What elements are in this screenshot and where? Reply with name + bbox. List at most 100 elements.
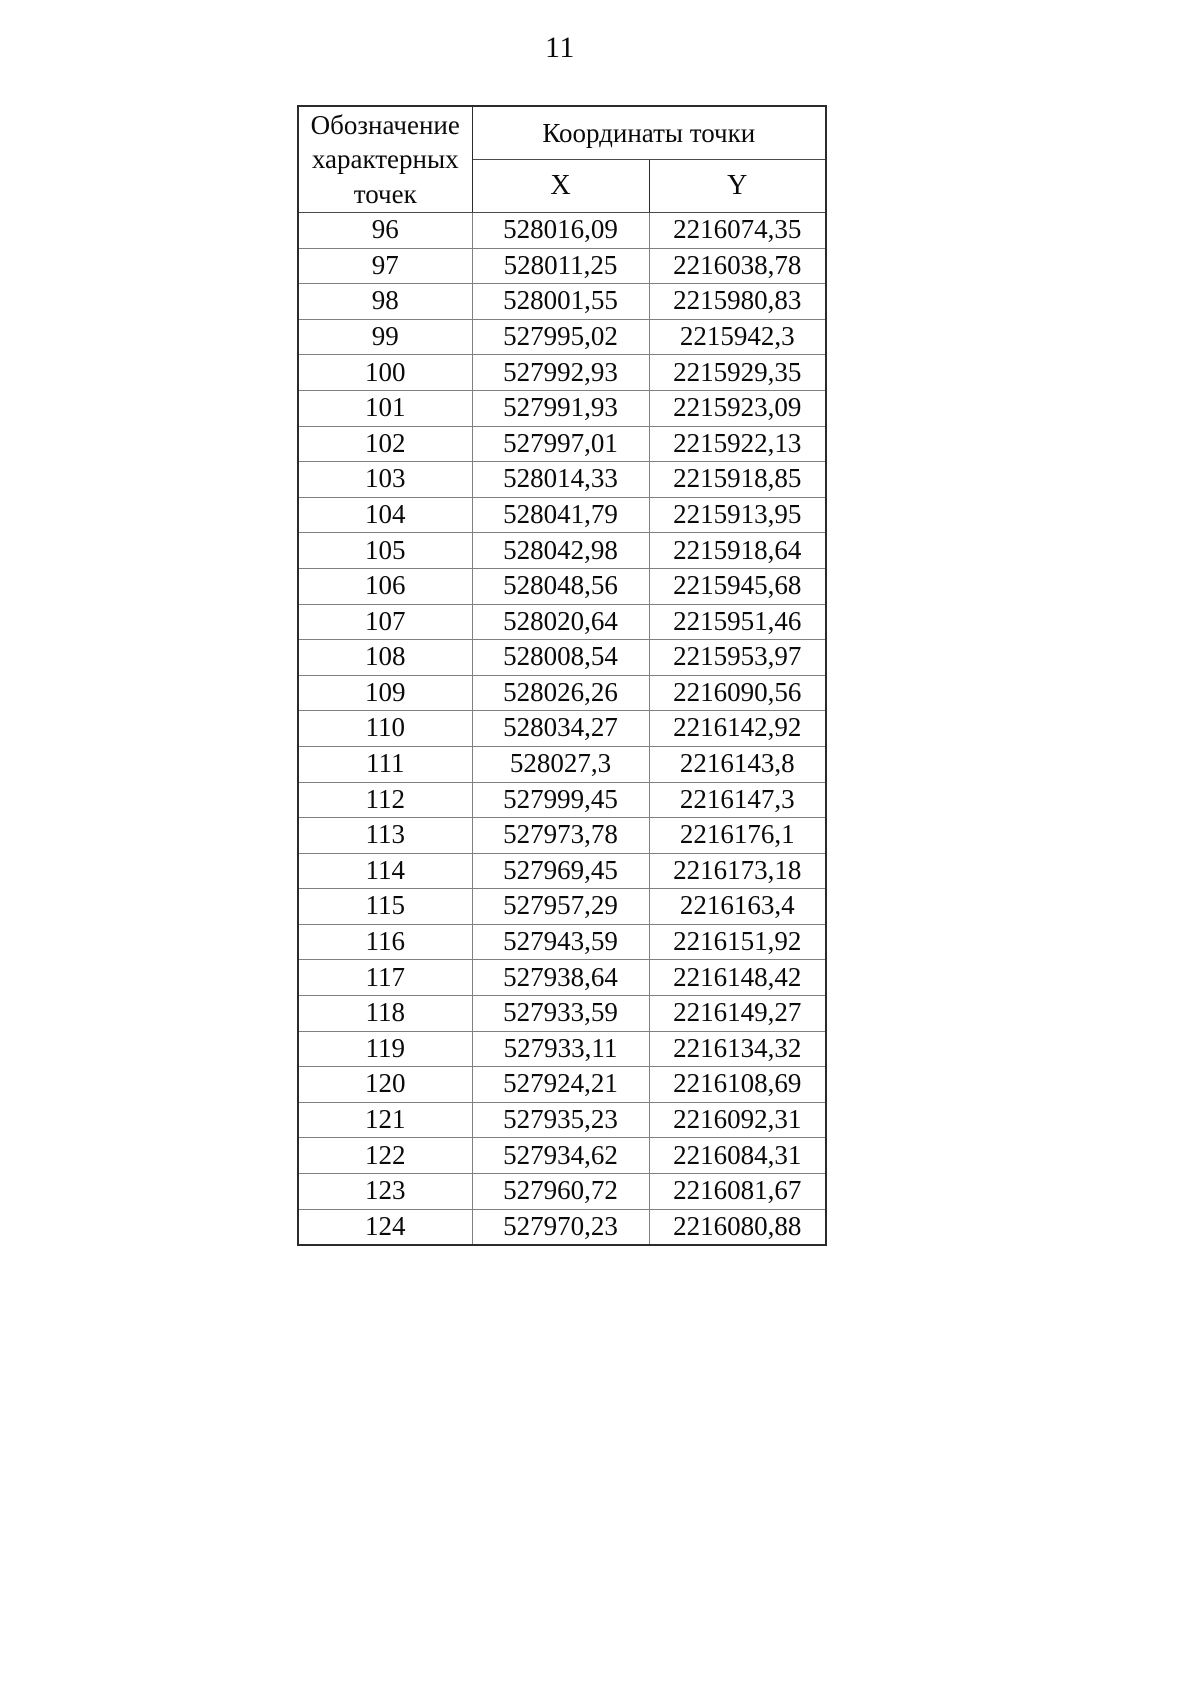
- cell-coordinate-y: 2216081,67: [648, 1173, 827, 1210]
- cell-point-designation: 122: [297, 1137, 473, 1175]
- table-row: 107 528020,64 2215951,46: [297, 603, 827, 641]
- table-row: 112 527999,45 2216147,3: [297, 781, 827, 819]
- cell-coordinate-y: 2215922,13: [648, 425, 827, 463]
- cell-point-designation: 107: [297, 603, 473, 641]
- column-header-point-designation-line2: характерных: [311, 144, 459, 175]
- cell-point-designation: 110: [297, 710, 473, 747]
- cell-point-designation: 105: [297, 532, 473, 569]
- table-row: 118 527933,59 2216149,27: [297, 995, 827, 1032]
- cell-point-designation: 120: [297, 1066, 473, 1103]
- cell-coordinate-x: 527924,21: [471, 1066, 650, 1103]
- cell-coordinate-y: 2215942,3: [648, 318, 827, 356]
- cell-coordinate-y: 2216173,18: [648, 852, 827, 890]
- cell-coordinate-x: 528034,27: [471, 710, 650, 747]
- table-row: 116 527943,59 2216151,92: [297, 923, 827, 961]
- cell-coordinate-y: 2216084,31: [648, 1137, 827, 1175]
- table-row: 115 527957,29 2216163,4: [297, 888, 827, 925]
- cell-coordinate-y: 2215951,46: [648, 603, 827, 641]
- cell-coordinate-x: 527935,23: [471, 1101, 650, 1139]
- cell-coordinate-x: 527960,72: [471, 1173, 650, 1210]
- cell-coordinate-x: 527933,11: [471, 1030, 650, 1068]
- cell-coordinate-x: 528042,98: [471, 532, 650, 569]
- table-row: 109 528026,26 2216090,56: [297, 674, 827, 712]
- table-row: 98 528001,55 2215980,83: [297, 283, 827, 320]
- table-row: 111 528027,3 2216143,8: [297, 745, 827, 783]
- table-row: 101 527991,93 2215923,09: [297, 389, 827, 427]
- cell-point-designation: 113: [297, 817, 473, 854]
- cell-coordinate-y: 2215953,97: [648, 639, 827, 676]
- cell-coordinate-x: 527934,62: [471, 1137, 650, 1175]
- cell-point-designation: 108: [297, 639, 473, 676]
- table-row: 123 527960,72 2216081,67: [297, 1173, 827, 1210]
- cell-coordinate-y: 2216148,42: [648, 959, 827, 997]
- column-header-point-designation: Обозначение характерных точек: [297, 105, 473, 213]
- column-header-x: X: [471, 159, 650, 213]
- table-row: 103 528014,33 2215918,85: [297, 461, 827, 498]
- cell-coordinate-y: 2215918,85: [648, 461, 827, 498]
- cell-coordinate-x: 527933,59: [471, 995, 650, 1032]
- cell-coordinate-x: 528027,3: [471, 745, 650, 783]
- cell-coordinate-x: 527973,78: [471, 817, 650, 854]
- cell-coordinate-y: 2216147,3: [648, 781, 827, 819]
- cell-point-designation: 112: [297, 781, 473, 819]
- cell-coordinate-y: 2215923,09: [648, 389, 827, 427]
- cell-coordinate-x: 527992,93: [471, 354, 650, 391]
- cell-point-designation: 116: [297, 923, 473, 961]
- cell-coordinate-x: 528001,55: [471, 283, 650, 320]
- cell-coordinate-y: 2216134,32: [648, 1030, 827, 1068]
- page-number: 11: [545, 31, 575, 64]
- cell-point-designation: 99: [297, 318, 473, 356]
- cell-point-designation: 123: [297, 1173, 473, 1210]
- cell-coordinate-y: 2216163,4: [648, 888, 827, 925]
- table-row: 119 527933,11 2216134,32: [297, 1030, 827, 1068]
- cell-point-designation: 109: [297, 674, 473, 712]
- cell-point-designation: 111: [297, 745, 473, 783]
- cell-coordinate-x: 527969,45: [471, 852, 650, 890]
- cell-coordinate-y: 2215945,68: [648, 567, 827, 605]
- table-row: 110 528034,27 2216142,92: [297, 710, 827, 747]
- cell-point-designation: 101: [297, 389, 473, 427]
- cell-coordinate-y: 2215913,95: [648, 496, 827, 534]
- table-header: Обозначение характерных точек Координаты…: [297, 105, 827, 213]
- cell-coordinate-x: 527970,23: [471, 1208, 650, 1246]
- table-row: 96 528016,09 2216074,35: [297, 212, 827, 249]
- cell-coordinate-x: 528008,54: [471, 639, 650, 676]
- cell-coordinate-y: 2215918,64: [648, 532, 827, 569]
- cell-coordinate-x: 527943,59: [471, 923, 650, 961]
- cell-coordinate-y: 2216074,35: [648, 212, 827, 249]
- cell-coordinate-y: 2216151,92: [648, 923, 827, 961]
- cell-point-designation: 119: [297, 1030, 473, 1068]
- cell-coordinate-y: 2216092,31: [648, 1101, 827, 1139]
- table-row: 120 527924,21 2216108,69: [297, 1066, 827, 1103]
- table-row: 100 527992,93 2215929,35: [297, 354, 827, 391]
- cell-coordinate-x: 527997,01: [471, 425, 650, 463]
- cell-point-designation: 121: [297, 1101, 473, 1139]
- table-row: 99 527995,02 2215942,3: [297, 318, 827, 356]
- column-header-y: Y: [648, 159, 827, 213]
- cell-coordinate-x: 528020,64: [471, 603, 650, 641]
- table-row: 104 528041,79 2215913,95: [297, 496, 827, 534]
- cell-coordinate-y: 2215929,35: [648, 354, 827, 391]
- cell-point-designation: 114: [297, 852, 473, 890]
- cell-point-designation: 97: [297, 247, 473, 285]
- cell-coordinate-y: 2215980,83: [648, 283, 827, 320]
- table-row: 108 528008,54 2215953,97: [297, 639, 827, 676]
- column-header-point-coordinates: Координаты точки: [471, 105, 827, 160]
- cell-coordinate-y: 2216143,8: [648, 745, 827, 783]
- cell-coordinate-x: 528011,25: [471, 247, 650, 285]
- column-header-point-designation-line1: Обозначение: [310, 110, 460, 141]
- table-row: 114 527969,45 2216173,18: [297, 852, 827, 890]
- cell-coordinate-y: 2216080,88: [648, 1208, 827, 1246]
- table-row: 124 527970,23 2216080,88: [297, 1208, 827, 1246]
- cell-coordinate-y: 2216149,27: [648, 995, 827, 1032]
- coordinates-table: Обозначение характерных точек Координаты…: [297, 105, 827, 1247]
- cell-point-designation: 118: [297, 995, 473, 1032]
- table-row: 113 527973,78 2216176,1: [297, 817, 827, 854]
- cell-coordinate-y: 2216176,1: [648, 817, 827, 854]
- cell-point-designation: 96: [297, 212, 473, 249]
- table-row: 121 527935,23 2216092,31: [297, 1101, 827, 1139]
- table-body: 96 528016,09 2216074,35 97 528011,25 2216038,…: [297, 212, 827, 1246]
- coordinates-table-container: Обозначение характерных точек Координаты…: [297, 105, 827, 1247]
- cell-coordinate-x: 527957,29: [471, 888, 650, 925]
